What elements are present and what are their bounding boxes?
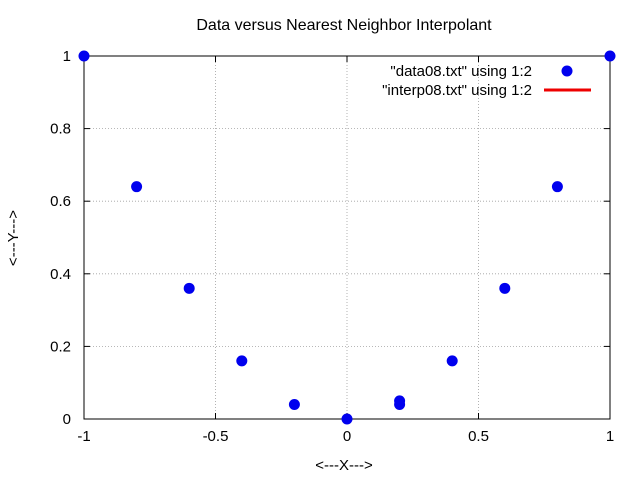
y-tick-label: 0 (63, 411, 71, 428)
chart-title: Data versus Nearest Neighbor Interpolant (196, 17, 492, 34)
y-tick-label: 0.2 (50, 338, 71, 355)
data-point (394, 395, 406, 407)
legend-marker-data (561, 65, 573, 77)
y-tick-label: 0.4 (50, 266, 71, 283)
y-tick-label: 1 (63, 48, 71, 65)
x-tick-label: 0.5 (468, 428, 489, 445)
data-point (499, 282, 511, 294)
x-tick-label: 1 (606, 428, 614, 445)
x-tick-label: 0 (343, 428, 351, 445)
data-point (236, 355, 248, 367)
legend-label-data: "data08.txt" using 1:2 (390, 63, 532, 80)
data-point (551, 181, 563, 193)
data-point (183, 282, 195, 294)
data-point (131, 181, 143, 193)
data-point (288, 398, 300, 410)
x-tick-label: -0.5 (203, 428, 229, 445)
y-tick-label: 0.8 (50, 121, 71, 138)
data-point (78, 50, 90, 62)
data-point (446, 355, 458, 367)
legend: "data08.txt" using 1:2 "interp08.txt" us… (382, 63, 591, 99)
data-point (604, 50, 616, 62)
x-tick-label: -1 (77, 428, 90, 445)
y-tick-label: 0.6 (50, 193, 71, 210)
data-point (341, 413, 353, 425)
x-axis-label: <---X---> (315, 457, 373, 474)
y-axis-label: <---Y---> (5, 210, 22, 266)
legend-label-interp: "interp08.txt" using 1:2 (382, 82, 532, 99)
axis-ticks: -1 -0.5 0 0.5 1 0 0.2 0.4 0.6 0.8 1 (50, 48, 614, 445)
grid (84, 56, 610, 419)
data-points (78, 50, 616, 425)
